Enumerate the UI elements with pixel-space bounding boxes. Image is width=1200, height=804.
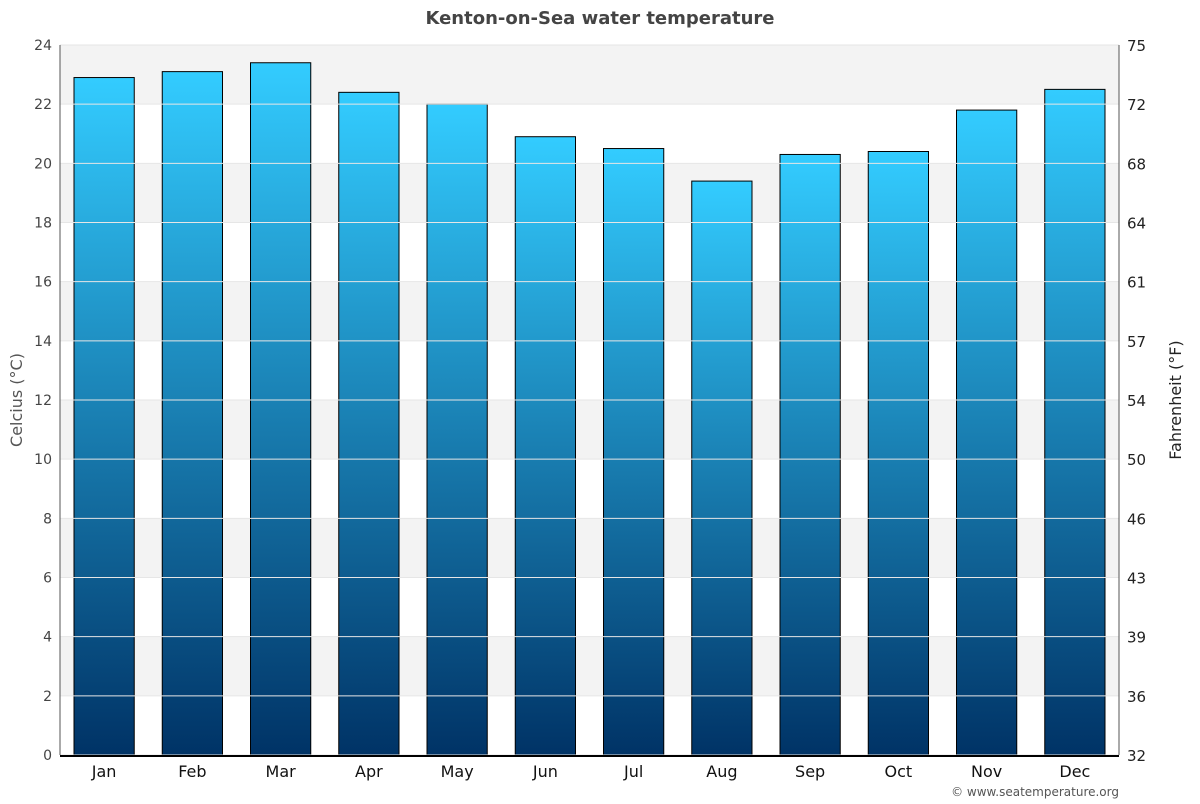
y-tick-label-right: 64 [1127,215,1146,233]
x-tick-label: May [441,762,474,781]
y-tick-label-right: 61 [1127,274,1146,292]
grid-band [60,636,1119,696]
x-tick-label: Jun [532,762,558,781]
y-axis-label-left: Celcius (°C) [7,353,26,447]
y-tick-label-left: 4 [43,630,52,646]
x-tick-label: Nov [971,762,1002,781]
grid-band [60,695,1119,755]
x-tick-label: Jul [623,762,643,781]
grid-band [60,104,1119,164]
y-axis-label-right: Fahrenheit (°F) [1166,340,1185,459]
bar-sep [779,153,841,756]
y-tick-label-left: 24 [34,38,52,54]
y-tick-label-left: 8 [43,511,52,527]
y-tick-label-right: 50 [1127,451,1146,469]
x-tick-label: Feb [178,762,206,781]
x-tick-label: Sep [795,762,825,781]
y-tick-label-right: 68 [1127,155,1146,173]
y-tick-label-left: 18 [34,216,52,232]
x-tick-label: Mar [266,762,297,781]
x-tick-label: Oct [885,762,913,781]
y-tick-label-right: 57 [1127,333,1146,351]
y-tick-label-right: 54 [1127,392,1146,410]
bar-feb [161,71,223,756]
grid-band [60,45,1119,105]
bar-aug [691,180,753,756]
footer-credit: © www.seatemperature.org [951,785,1119,799]
x-tick-label: Aug [706,762,737,781]
y-tick-label-left: 6 [43,571,52,587]
x-tick-label: Apr [355,762,383,781]
y-tick-label-right: 46 [1127,510,1146,528]
bar-jul [603,148,665,756]
y-tick-label-right: 72 [1127,96,1146,114]
y-tick-label-left: 20 [34,156,52,172]
bar-apr [338,91,400,756]
grid-band [60,222,1119,282]
x-tick-label: Jan [91,762,117,781]
bar-mar [250,62,312,756]
bar-may [426,103,488,756]
y-tick-label-right: 75 [1127,37,1146,55]
grid-band [60,518,1119,578]
grid-band [60,577,1119,637]
bar-jan [73,77,135,756]
bar-oct [867,151,929,756]
grid-band [60,163,1119,223]
grid-band [60,459,1119,519]
bar-jun [514,136,576,756]
y-tick-label-right: 43 [1127,570,1146,588]
y-tick-label-left: 2 [43,689,52,705]
y-tick-label-left: 22 [34,97,52,113]
bar-dec [1044,88,1106,756]
grid-band [60,281,1119,341]
chart-title: Kenton-on-Sea water temperature [425,8,774,29]
x-tick-label: Dec [1059,762,1090,781]
y-tick-label-right: 39 [1127,629,1146,647]
y-tick-label-left: 12 [34,393,52,409]
y-tick-label-left: 10 [34,452,52,468]
y-tick-label-left: 14 [34,334,52,350]
y-tick-label-right: 36 [1127,688,1146,706]
bar-nov [956,109,1018,756]
grid-band [60,400,1119,460]
y-tick-label-left: 16 [34,275,52,291]
y-tick-label-left: 0 [43,748,52,764]
grid-band [60,340,1119,400]
y-tick-label-right: 32 [1127,747,1146,765]
